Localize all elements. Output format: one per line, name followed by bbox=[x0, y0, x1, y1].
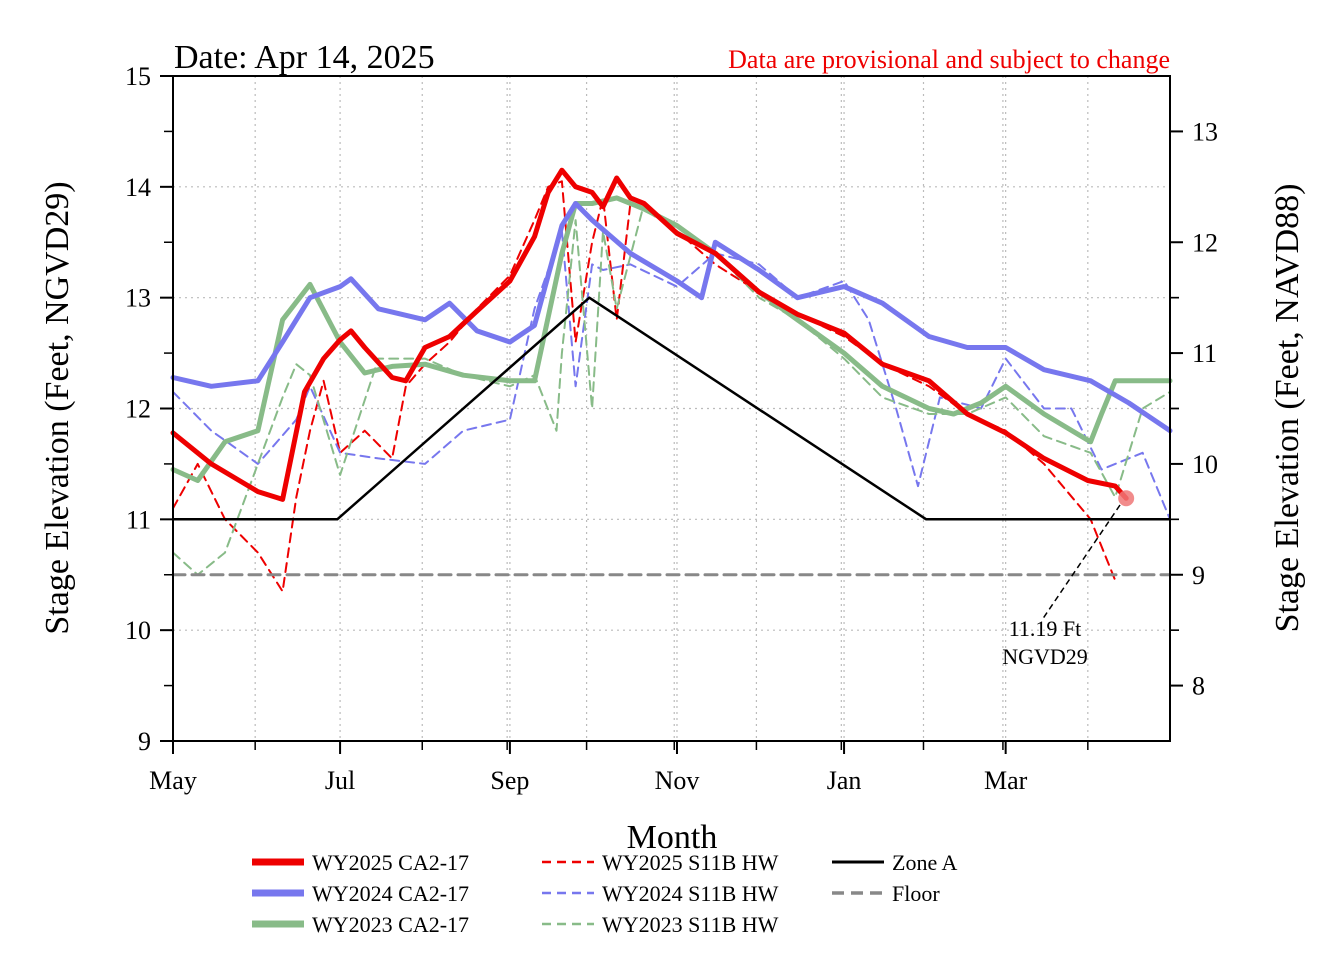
y-left-axis-label: Stage Elevation (Feet, NGVD29) bbox=[39, 181, 76, 634]
current-marker bbox=[1118, 490, 1135, 507]
x-tick-label: Jul bbox=[325, 766, 355, 795]
annotation-value: 11.19 Ft bbox=[1009, 616, 1082, 641]
y-right-tick-label: 8 bbox=[1192, 672, 1205, 701]
legend-label-floor: Floor bbox=[892, 881, 940, 906]
y-left-tick-label: 12 bbox=[125, 395, 151, 424]
axes: 9 10 11 12 13 14 15 8 9 10 11 12 13 May Jul Sep Nov Jan Ma… bbox=[125, 62, 1218, 795]
x-tick-label: Mar bbox=[984, 766, 1028, 795]
y-left-tick-label: 15 bbox=[125, 62, 151, 91]
legend-label-wy2025-ca2-17: WY2025 CA2-17 bbox=[312, 850, 469, 875]
legend-label-wy2023-ca2-17: WY2023 CA2-17 bbox=[312, 912, 469, 937]
x-tick-label: Sep bbox=[490, 766, 529, 795]
legend-label-wy2024-ca2-17: WY2024 CA2-17 bbox=[312, 881, 469, 906]
current-value-marker bbox=[1118, 490, 1135, 507]
legend-label-zone-a: Zone A bbox=[892, 850, 957, 875]
y-right-tick-label: 12 bbox=[1192, 228, 1218, 257]
date-label: Date: Apr 14, 2025 bbox=[174, 39, 435, 76]
y-right-tick-label: 13 bbox=[1192, 117, 1218, 146]
y-left-tick-label: 11 bbox=[126, 505, 151, 534]
series-line-wy2025-s11b-hw bbox=[172, 180, 1117, 593]
series-line-wy2023-ca2-17 bbox=[170, 195, 1173, 483]
y-right-axis-label: Stage Elevation (Feet, NAVD88) bbox=[1269, 184, 1306, 633]
provisional-disclaimer: Data are provisional and subject to chan… bbox=[728, 45, 1170, 74]
y-left-tick-label: 10 bbox=[125, 616, 151, 645]
series-lines bbox=[170, 167, 1173, 593]
annotation-leader-line bbox=[1041, 504, 1121, 621]
legend-label-wy2024-s11b-hw: WY2024 S11B HW bbox=[602, 881, 779, 906]
series-line-zone-a bbox=[171, 296, 1172, 521]
legend: WY2025 CA2-17 WY2025 S11B HW Zone A WY2024 … bbox=[252, 850, 957, 937]
x-tick-label: Jan bbox=[827, 766, 862, 795]
x-axis-label: Month bbox=[627, 819, 718, 856]
legend-label-wy2023-s11b-hw: WY2023 S11B HW bbox=[602, 912, 779, 937]
y-left-tick-label: 13 bbox=[125, 284, 151, 313]
y-right-tick-label: 11 bbox=[1192, 339, 1217, 368]
x-tick-label: May bbox=[149, 766, 197, 795]
annotation-datum: NGVD29 bbox=[1002, 644, 1088, 669]
y-right-tick-label: 9 bbox=[1192, 561, 1205, 590]
y-left-tick-label: 14 bbox=[125, 173, 151, 202]
series-line-wy2025-ca2-17 bbox=[170, 167, 1129, 502]
series-line-wy2024-ca2-17 bbox=[170, 201, 1173, 434]
current-value-annotation: 11.19 Ft NGVD29 bbox=[1002, 504, 1121, 669]
y-right-tick-label: 10 bbox=[1192, 450, 1218, 479]
y-left-tick-label: 9 bbox=[138, 727, 151, 756]
series-line-wy2023-s11b-hw bbox=[172, 202, 1171, 576]
x-tick-label: Nov bbox=[655, 766, 700, 795]
legend-label-wy2025-s11b-hw: WY2025 S11B HW bbox=[602, 850, 779, 875]
